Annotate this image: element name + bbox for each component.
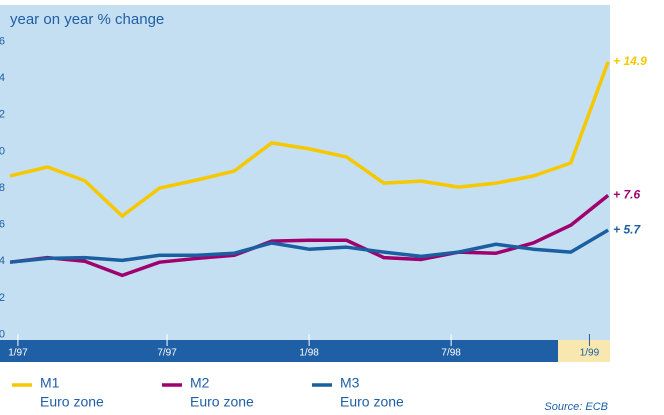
source: Source: ECB (544, 401, 608, 413)
axis-band (0, 340, 558, 362)
legend-label: M2 (190, 375, 210, 391)
x-tick-label: 1/97 (8, 348, 28, 359)
y-tick-label: 6 (0, 219, 5, 231)
series-line (9, 61, 610, 218)
y-tick-label: 10 (0, 145, 5, 157)
x-tick-label: 1/98 (299, 348, 319, 359)
legend-sublabel: Euro zone (340, 394, 404, 410)
series-line (9, 228, 610, 264)
highlight-band (558, 340, 610, 362)
legend-sublabel: Euro zone (40, 394, 104, 410)
value-label: + 5.7 (613, 222, 641, 236)
x-tick-label: 1/99 (580, 348, 600, 359)
y-tick-label: 14 (0, 72, 5, 84)
legend-label: M3 (340, 375, 360, 391)
plot-background (0, 5, 610, 340)
y-tick-label: 12 (0, 109, 5, 121)
x-tick-label: 7/97 (157, 348, 177, 359)
value-label: + 14.9 (613, 54, 647, 68)
x-tick-label: 7/98 (441, 348, 461, 359)
value-label: + 7.6 (613, 188, 640, 202)
legend-label: M1 (40, 375, 60, 391)
y-tick-label: 16 (0, 36, 5, 48)
series-line (9, 194, 610, 278)
legend-sublabel: Euro zone (190, 394, 254, 410)
y-tick-label: 4 (0, 255, 5, 267)
y-tick-label: 8 (0, 182, 5, 194)
y-tick-label: 0 (0, 328, 5, 340)
y-tick-label: 2 (0, 292, 5, 304)
chart-title: year on year % change (10, 11, 164, 28)
